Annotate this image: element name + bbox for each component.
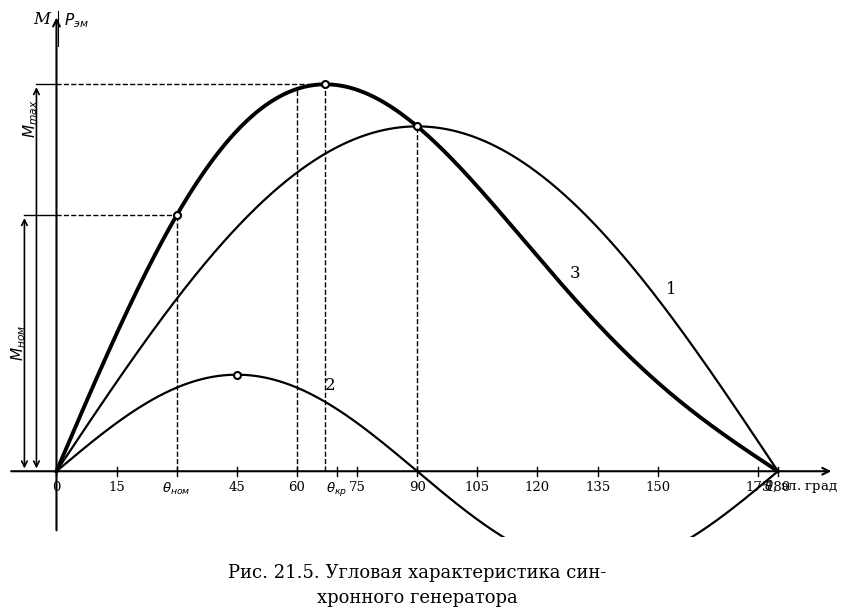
Text: 175: 175 bbox=[744, 481, 770, 494]
Text: 60: 60 bbox=[288, 481, 305, 494]
Text: 120: 120 bbox=[524, 481, 549, 494]
Text: 1: 1 bbox=[665, 280, 675, 298]
Text: 135: 135 bbox=[584, 481, 609, 494]
Text: 2: 2 bbox=[325, 377, 335, 394]
Text: 0: 0 bbox=[52, 481, 61, 494]
Text: 15: 15 bbox=[108, 481, 125, 494]
Text: $P_{эм}$: $P_{эм}$ bbox=[64, 11, 89, 29]
Text: $M_{ном}$: $M_{ном}$ bbox=[9, 325, 28, 361]
Text: $\theta_{ном}$: $\theta_{ном}$ bbox=[162, 481, 191, 497]
Text: 45: 45 bbox=[228, 481, 245, 494]
Text: $\theta$, эл. град: $\theta$, эл. град bbox=[764, 478, 837, 495]
Text: 3: 3 bbox=[569, 265, 580, 282]
Text: $M_{max}$: $M_{max}$ bbox=[21, 100, 40, 138]
Text: 105: 105 bbox=[464, 481, 490, 494]
Text: Рис. 21.5. Угловая характеристика син-
хронного генератора: Рис. 21.5. Угловая характеристика син- х… bbox=[228, 564, 606, 607]
Text: 75: 75 bbox=[349, 481, 365, 494]
Text: 150: 150 bbox=[644, 481, 669, 494]
Text: 180: 180 bbox=[765, 481, 789, 494]
Text: $\theta_{кр}$: $\theta_{кр}$ bbox=[326, 481, 347, 499]
Text: 90: 90 bbox=[408, 481, 425, 494]
Text: M: M bbox=[34, 11, 51, 28]
